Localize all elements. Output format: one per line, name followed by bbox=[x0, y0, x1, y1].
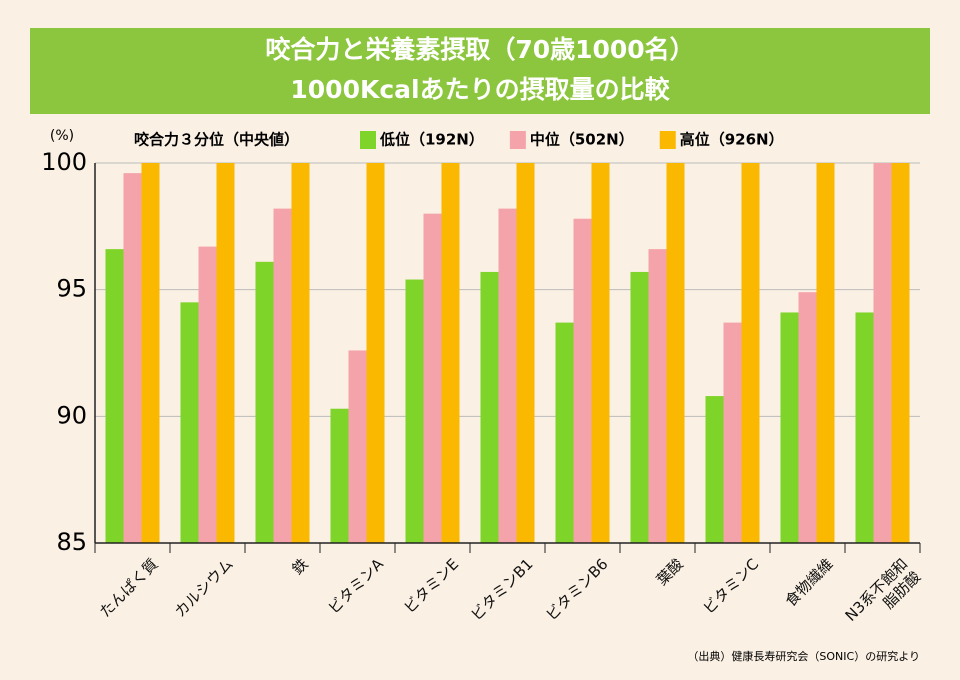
bar bbox=[780, 312, 799, 543]
bar bbox=[198, 246, 217, 543]
bar bbox=[648, 249, 667, 543]
bar bbox=[555, 322, 574, 543]
bar bbox=[366, 163, 385, 543]
y-tick-label: 100 bbox=[41, 148, 87, 176]
bar bbox=[723, 322, 742, 543]
bar bbox=[516, 163, 535, 543]
bar bbox=[141, 163, 160, 543]
bar bbox=[873, 163, 892, 543]
y-tick-label: 95 bbox=[56, 275, 87, 303]
bar bbox=[891, 163, 910, 543]
chart-title: 咬合力と栄養素摂取（70歳1000名） bbox=[265, 35, 694, 64]
bar bbox=[291, 163, 310, 543]
bar bbox=[591, 163, 610, 543]
bar bbox=[405, 279, 424, 543]
legend-label: 低位（192N） bbox=[379, 131, 484, 149]
bar bbox=[180, 302, 199, 543]
legend-swatch bbox=[659, 131, 676, 149]
bar bbox=[105, 249, 124, 543]
title-box bbox=[30, 28, 930, 114]
bar bbox=[816, 163, 835, 543]
bar bbox=[855, 312, 874, 543]
bar bbox=[216, 163, 235, 543]
bar bbox=[666, 163, 685, 543]
bar bbox=[348, 350, 367, 543]
bar bbox=[273, 208, 292, 543]
bar bbox=[255, 261, 274, 543]
y-tick-label: 90 bbox=[56, 401, 87, 429]
bar bbox=[480, 271, 499, 543]
legend-swatch bbox=[509, 131, 526, 149]
y-axis-label: (%) bbox=[50, 128, 74, 144]
bar bbox=[573, 218, 592, 543]
bar bbox=[123, 173, 142, 543]
bar bbox=[630, 271, 649, 543]
bar bbox=[441, 163, 460, 543]
chart-subtitle: 1000Kcalあたりの摂取量の比較 bbox=[290, 75, 670, 104]
bar bbox=[330, 408, 349, 543]
legend-title: 咬合力３分位（中央値） bbox=[134, 131, 299, 149]
bar bbox=[705, 396, 724, 543]
legend-label: 中位（502N） bbox=[530, 131, 634, 149]
source: （出典）健康長寿研究会（SONIC）の研究より bbox=[687, 649, 920, 663]
y-tick-label: 85 bbox=[56, 528, 87, 556]
bar bbox=[798, 292, 817, 543]
bar bbox=[498, 208, 517, 543]
bar bbox=[423, 213, 442, 543]
legend-label: 高位（926N） bbox=[680, 131, 784, 149]
legend-swatch bbox=[360, 131, 376, 149]
bar bbox=[741, 163, 760, 543]
